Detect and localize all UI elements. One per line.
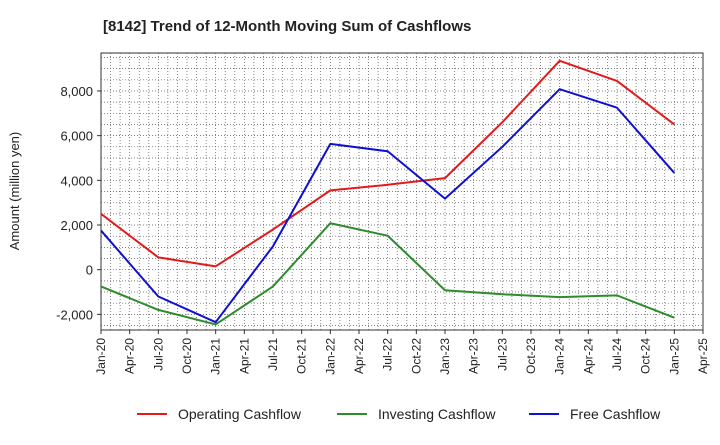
x-tick-label: Jul-20	[151, 338, 165, 371]
plot-area: -2,000 0 2,000 4,000 6,000 8,000 Jan-20 Apr-20 J…	[56, 52, 710, 375]
x-tick-label: Apr-25	[696, 338, 710, 374]
x-tick-label: Jan-25	[667, 338, 681, 375]
x-tick-label: Oct-21	[295, 338, 309, 374]
x-tick-label: Jul-24	[610, 338, 624, 371]
series-line-free-cashflow	[100, 88, 676, 324]
y-tick-label: 0	[86, 263, 93, 278]
y-tick-label: -2,000	[56, 307, 93, 322]
x-tick-label: Oct-23	[524, 338, 538, 374]
x-tick-label: Apr-22	[352, 338, 366, 374]
series-line-investing-cashflow	[100, 222, 675, 326]
x-tick-label: Jan-24	[553, 338, 567, 375]
x-tick-label: Jan-21	[209, 338, 223, 375]
chart-title: [8142] Trend of 12-Month Moving Sum of C…	[103, 18, 471, 35]
legend-label: Operating Cashflow	[178, 406, 302, 422]
plot-frame	[100, 52, 704, 331]
legend-label: Investing Cashflow	[378, 406, 496, 422]
y-tick-label: 8,000	[60, 84, 93, 99]
y-tick-label: 6,000	[60, 129, 93, 144]
x-tick-label: Jan-23	[438, 338, 452, 375]
x-tick-label: Jul-21	[266, 338, 280, 371]
x-tick-label: Jan-22	[323, 338, 337, 375]
legend-label: Free Cashflow	[570, 406, 661, 422]
x-tick-label: Apr-24	[581, 338, 595, 374]
x-tick-label: Oct-20	[180, 338, 194, 374]
x-tick-label: Apr-21	[237, 338, 251, 374]
x-tick-label: Jul-23	[495, 338, 509, 371]
legend: Operating Cashflow Investing Cashflow Free…	[137, 406, 661, 422]
x-tick-label: Apr-23	[467, 338, 481, 374]
x-tick-label: Oct-22	[409, 338, 423, 374]
x-tick-label: Apr-20	[123, 338, 137, 374]
x-tick-label: Jul-22	[381, 338, 395, 371]
series-line-operating-cashflow	[100, 59, 675, 268]
y-tick-label: 2,000	[60, 218, 93, 233]
x-tick-label: Jan-20	[94, 338, 108, 375]
y-tick-label: 4,000	[60, 173, 93, 188]
x-tick-label: Oct-24	[639, 338, 653, 374]
y-axis-label: Amount (million yen)	[7, 132, 22, 251]
